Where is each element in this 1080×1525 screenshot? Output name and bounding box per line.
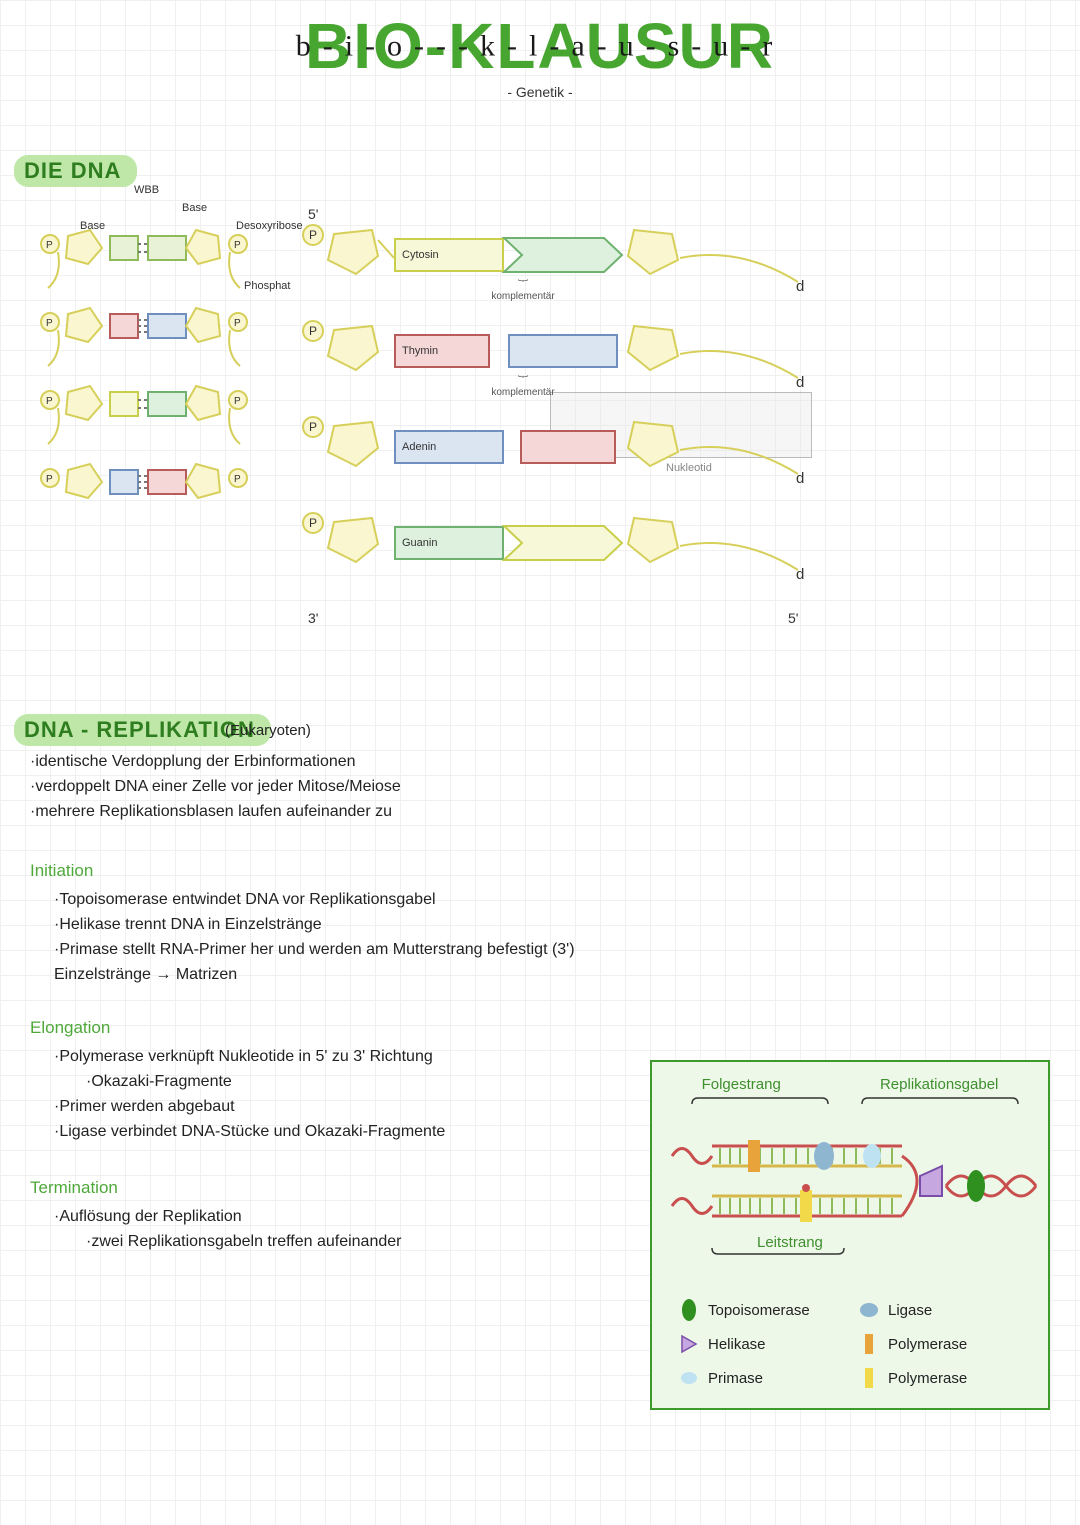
note-line: ·verdoppelt DNA einer Zelle vor jeder Mi…: [30, 775, 401, 800]
label-base: Base: [182, 202, 207, 214]
intro-notes: ·identische Verdopplung der Erbinformati…: [30, 750, 401, 824]
base-cytosin: Cytosin: [394, 238, 504, 272]
initiation-block: Initiation ·Topoisomerase entwindet DNA …: [30, 858, 575, 988]
label-wbb: WBB: [134, 184, 159, 196]
note-line: ·Okazaki-Fragmente: [86, 1070, 445, 1095]
section2-sub: (Eukaryoten): [225, 722, 311, 739]
dna-left-svg: P P P P: [40, 190, 300, 540]
label-leitstrang: Leitstrang: [757, 1234, 823, 1251]
svg-text:P: P: [234, 474, 241, 485]
note-line: ·Auflösung der Replikation: [54, 1205, 401, 1230]
termination-block: Termination ·Auflösung der Replikation ·…: [30, 1175, 401, 1255]
section-tag: DIE DNA: [14, 155, 137, 187]
subtitle: - Genetik -: [0, 84, 1080, 100]
note-line: ·Primer werden abgebaut: [54, 1095, 445, 1120]
p-circle: P: [302, 224, 324, 246]
legend-label: Polymerase: [888, 1370, 967, 1387]
svg-text:P: P: [46, 240, 53, 251]
note-line: ·Ligase verbindet DNA-Stücke und Okazaki…: [54, 1120, 445, 1145]
base-adenin-pair: [508, 334, 618, 368]
nucleotide-schematic: 5' 3' 5' Nukleotid P Cytosin d ︸kompleme…: [308, 210, 828, 630]
main-title: BIO-KLAUSUR b-i-o---k-l-a-u-s-u-r: [305, 18, 775, 76]
replication-fork-svg: [652, 1096, 1052, 1296]
note-line: ·identische Verdopplung der Erbinformati…: [30, 750, 401, 775]
dna-structure-diagram: WBB Base Base Desoxyribose Phosphat P P: [40, 190, 300, 540]
phase-title: Initiation: [30, 858, 575, 884]
brace-komplementar-1: ︸komplementär: [438, 276, 608, 302]
five-prime-top: 5': [308, 206, 318, 222]
label-base-2: Base: [80, 220, 105, 232]
p-circle: P: [302, 416, 324, 438]
label-desoxyribose: Desoxyribose: [236, 220, 303, 232]
label-phosphat: Phosphat: [244, 280, 290, 292]
note-line: ·Helikase trennt DNA in Einzelstränge: [54, 913, 575, 938]
p-circle: P: [302, 320, 324, 342]
svg-text:P: P: [234, 318, 241, 329]
legend-label: Primase: [708, 1370, 763, 1387]
p-circle: P: [302, 512, 324, 534]
legend-item: Helikase: [680, 1332, 850, 1356]
section-die-dna: DIE DNA: [14, 155, 137, 187]
legend-item: Ligase: [860, 1298, 1030, 1322]
note-line: ·Topoisomerase entwindet DNA vor Replika…: [54, 888, 575, 913]
legend-item: Polymerase: [860, 1332, 1030, 1356]
legend: Topoisomerase Ligase Helikase Polymerase…: [680, 1298, 1030, 1390]
legend-label: Ligase: [888, 1302, 932, 1319]
base-adenin: Adenin: [394, 430, 504, 464]
elongation-block: Elongation ·Polymerase verknüpft Nukleot…: [30, 1015, 445, 1145]
note-line: ·mehrere Replikationsblasen laufen aufei…: [30, 800, 401, 825]
note-line: ·zwei Replikationsgabeln treffen aufeina…: [86, 1230, 401, 1255]
label-folgestrang: Folgestrang: [702, 1076, 781, 1093]
note-line: ·Polymerase verknüpft Nukleotide in 5' z…: [54, 1045, 445, 1070]
svg-text:P: P: [234, 240, 241, 251]
page-header: BIO-KLAUSUR b-i-o---k-l-a-u-s-u-r - Gene…: [0, 0, 1080, 100]
svg-text:P: P: [234, 396, 241, 407]
note-line: ·Primase stellt RNA-Primer her und werde…: [54, 938, 575, 963]
title-cursive: b-i-o---k-l-a-u-s-u-r: [296, 32, 785, 59]
three-prime-bottom: 3': [308, 610, 318, 626]
phase-title: Elongation: [30, 1015, 445, 1041]
legend-label: Polymerase: [888, 1336, 967, 1353]
legend-item: Polymerase: [860, 1366, 1030, 1390]
brace-komplementar-2: ︸komplementär: [438, 372, 608, 398]
svg-text:P: P: [46, 474, 53, 485]
five-prime-bottom: 5': [788, 610, 798, 626]
note-line: Einzelstränge → Matrizen: [54, 963, 575, 988]
replication-diagram-box: Folgestrang Replikationsgabel: [650, 1060, 1050, 1410]
svg-text:P: P: [46, 318, 53, 329]
legend-item: Topoisomerase: [680, 1298, 850, 1322]
base-guanin: Guanin: [394, 526, 504, 560]
phase-title: Termination: [30, 1175, 401, 1201]
base-thymin-pair: [520, 430, 616, 464]
legend-label: Topoisomerase: [708, 1302, 810, 1319]
svg-text:P: P: [46, 396, 53, 407]
legend-item: Primase: [680, 1366, 850, 1390]
label-replikationsgabel: Replikationsgabel: [880, 1076, 998, 1093]
legend-label: Helikase: [708, 1336, 766, 1353]
base-thymin: Thymin: [394, 334, 490, 368]
